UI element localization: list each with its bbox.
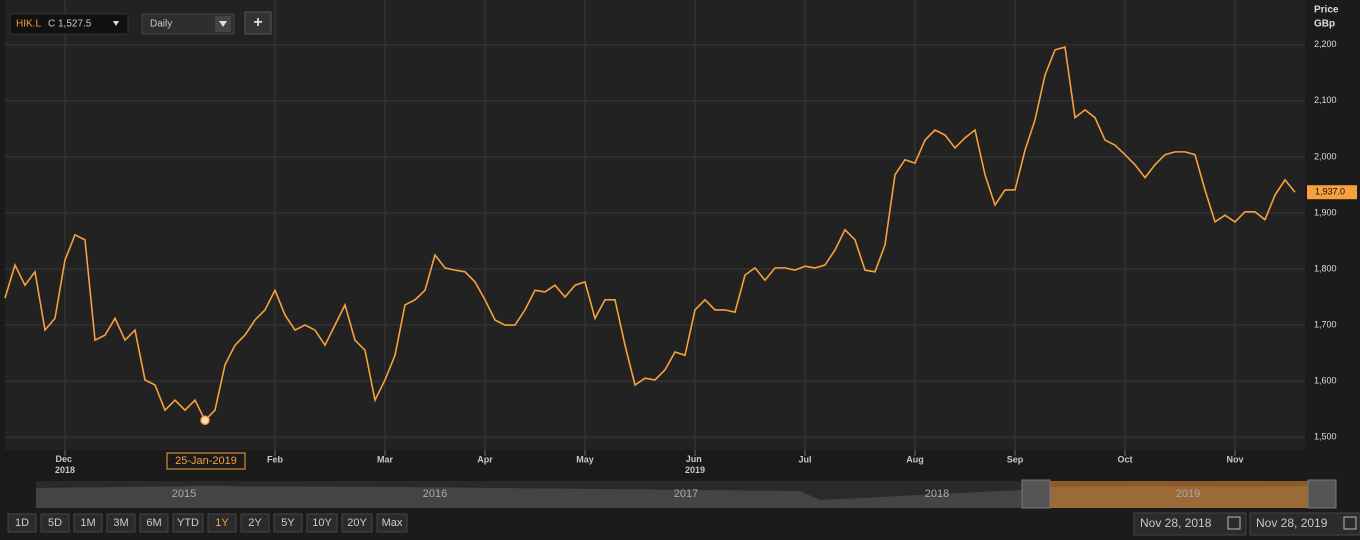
start-date: Nov 28, 2018 bbox=[1140, 516, 1212, 530]
y-tick-label: 1,700 bbox=[1314, 319, 1337, 329]
range-label: 6M bbox=[146, 517, 161, 529]
y-axis-title: Price bbox=[1314, 5, 1339, 16]
ticker-box[interactable]: HIK.L C 1,527.5 bbox=[9, 13, 129, 35]
range-button[interactable] bbox=[172, 513, 204, 533]
range-button[interactable] bbox=[139, 513, 169, 533]
x-tick-label: Sep bbox=[1007, 454, 1024, 464]
add-label: + bbox=[253, 14, 262, 31]
range-button[interactable] bbox=[240, 513, 270, 533]
range-button[interactable] bbox=[73, 513, 103, 533]
crosshair-marker bbox=[200, 415, 210, 426]
x-tick-label: Jul bbox=[798, 454, 811, 464]
end-date-field[interactable] bbox=[1249, 512, 1360, 536]
range-label: 1D bbox=[15, 517, 29, 529]
end-date: Nov 28, 2019 bbox=[1256, 516, 1328, 530]
y-axis-unit: GBp bbox=[1314, 19, 1335, 30]
crosshair-label-box bbox=[166, 452, 246, 470]
range-label: 10Y bbox=[312, 517, 332, 529]
y-tick-label: 2,100 bbox=[1314, 95, 1337, 105]
range-label: 3M bbox=[113, 517, 128, 529]
add-button[interactable]: + bbox=[244, 11, 272, 35]
interval: Daily bbox=[150, 19, 172, 30]
interval-box[interactable]: Daily bbox=[141, 13, 235, 35]
range-button[interactable] bbox=[106, 513, 136, 533]
navigator-year: 2017 bbox=[674, 488, 698, 500]
add-box[interactable] bbox=[244, 11, 272, 35]
grid bbox=[5, 0, 1305, 450]
price-line bbox=[4, 46, 1296, 422]
range-button[interactable] bbox=[7, 513, 37, 533]
y-tick-label: 2,000 bbox=[1314, 151, 1337, 161]
range-button[interactable] bbox=[376, 513, 408, 533]
y-tick-label: 1,600 bbox=[1314, 375, 1337, 385]
date-range: Nov 28, 2018 Nov 28, 2019 bbox=[1133, 512, 1360, 536]
navigator-year: 2015 bbox=[172, 488, 196, 500]
x-tick-label: Oct bbox=[1117, 454, 1132, 464]
range-label: 2Y bbox=[248, 517, 262, 529]
y-tick-label: 1,900 bbox=[1314, 207, 1337, 217]
navigator-years: 2015 2016 2017 2018 2019 bbox=[172, 488, 1200, 500]
x-tick-label: May bbox=[576, 454, 594, 464]
calendar-icon[interactable] bbox=[1343, 516, 1357, 530]
range-label: 5D bbox=[48, 517, 62, 529]
x-tick-label: Mar bbox=[377, 454, 394, 464]
x-tick-label: Jun 2019 bbox=[685, 454, 705, 475]
calendar-icon[interactable] bbox=[1227, 516, 1241, 530]
navigator-year: 2018 bbox=[925, 488, 949, 500]
x-tick-label: Apr bbox=[477, 454, 493, 464]
crosshair-label: 25-Jan-2019 bbox=[175, 455, 237, 467]
ticker: HIK.L bbox=[16, 19, 41, 30]
range-label: YTD bbox=[177, 517, 199, 529]
range-button[interactable] bbox=[306, 513, 338, 533]
navigator-selection-area bbox=[1050, 486, 1308, 508]
x-tick-label: Dec 2018 bbox=[55, 454, 75, 475]
navigator-year: 2016 bbox=[423, 488, 447, 500]
plot-area bbox=[5, 0, 1305, 450]
ticker-field[interactable] bbox=[9, 13, 129, 35]
x-tick-label: Aug bbox=[906, 454, 924, 464]
range-label: Max bbox=[382, 517, 403, 529]
range-label: 5Y bbox=[281, 517, 295, 529]
range-label: 1Y bbox=[215, 517, 229, 529]
x-tick-label: Nov bbox=[1226, 454, 1243, 464]
navigator-year: 2019 bbox=[1176, 488, 1200, 500]
range-label: 20Y bbox=[347, 517, 367, 529]
dropdown-arrow bbox=[219, 21, 227, 27]
navigator-handle[interactable] bbox=[1307, 479, 1337, 509]
y-tick-label: 1,500 bbox=[1314, 431, 1337, 441]
y-tick-label: 2,200 bbox=[1314, 39, 1337, 49]
last-value-box bbox=[1307, 185, 1357, 200]
range-label: 1M bbox=[80, 517, 95, 529]
range-button[interactable] bbox=[207, 513, 237, 533]
last-value-label: 1,937.0 bbox=[1315, 187, 1345, 197]
quote: 1,527.5 bbox=[58, 19, 92, 30]
field: C bbox=[48, 19, 55, 30]
interval-field[interactable] bbox=[141, 13, 235, 35]
x-tick-label: Feb bbox=[267, 454, 284, 464]
range-button[interactable] bbox=[40, 513, 70, 533]
range-buttons: 1D 5D 1M 3M 6M YTD 1Y 2Y 5Y 10Y 20Y Max bbox=[7, 513, 408, 533]
navigator-area bbox=[36, 486, 1022, 508]
navigator-handle[interactable] bbox=[1021, 479, 1051, 509]
dropdown-arrow bbox=[113, 21, 119, 26]
range-button[interactable] bbox=[273, 513, 303, 533]
start-date-field[interactable] bbox=[1133, 512, 1247, 536]
y-tick-label: 1,800 bbox=[1314, 263, 1337, 273]
range-button[interactable] bbox=[341, 513, 373, 533]
